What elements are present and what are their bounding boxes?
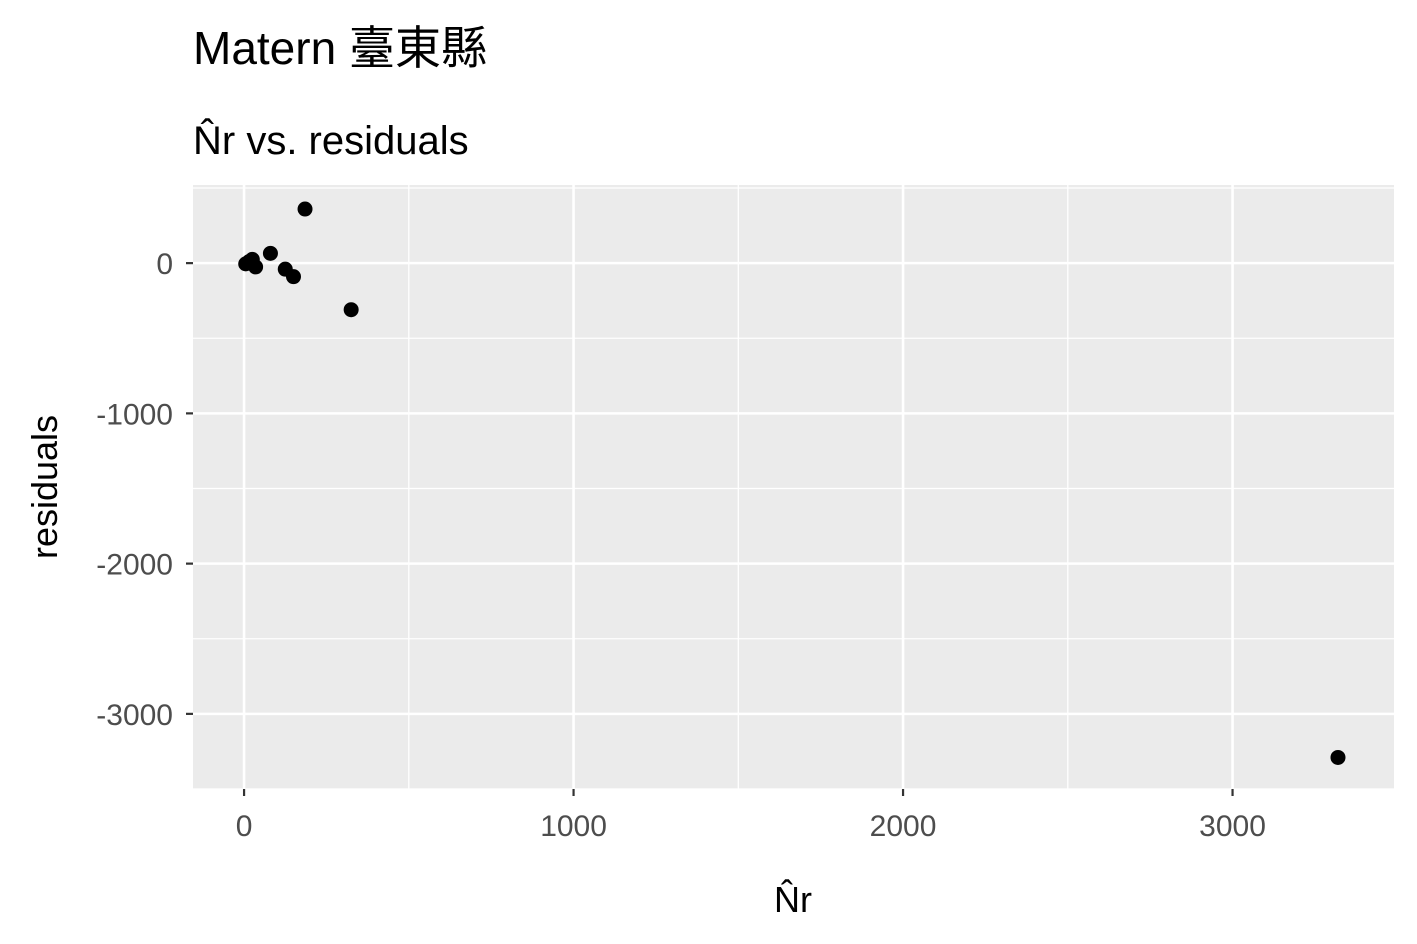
chart-subtitle: N̂r vs. residuals bbox=[193, 117, 469, 163]
grid-major bbox=[193, 185, 1394, 789]
x-tick-label: 3000 bbox=[1199, 810, 1266, 843]
x-tick-label: 1000 bbox=[540, 810, 607, 843]
grid-minor bbox=[193, 185, 1394, 790]
chart-title: Matern 臺東縣 bbox=[193, 22, 487, 74]
data-point bbox=[285, 269, 301, 285]
data-points bbox=[238, 201, 1346, 765]
y-tick-label: -1000 bbox=[96, 398, 173, 431]
axis-ticks bbox=[186, 262, 1234, 796]
data-point bbox=[1330, 749, 1346, 765]
x-tick-label: 0 bbox=[236, 810, 253, 843]
y-tick-label: 0 bbox=[156, 248, 173, 281]
y-tick-labels: 0 -1000 -2000 -3000 bbox=[96, 248, 173, 732]
y-tick-label: -2000 bbox=[96, 549, 173, 582]
x-axis-title: N̂r bbox=[774, 878, 812, 920]
y-tick-label: -3000 bbox=[96, 699, 173, 732]
data-point bbox=[297, 201, 313, 217]
data-point bbox=[262, 245, 278, 261]
data-point bbox=[343, 302, 359, 318]
data-point bbox=[248, 259, 264, 275]
x-tick-label: 2000 bbox=[870, 810, 937, 843]
plot-panel bbox=[193, 185, 1394, 789]
y-axis-title: residuals bbox=[24, 415, 65, 559]
x-tick-labels: 0 1000 2000 3000 bbox=[236, 810, 1266, 843]
